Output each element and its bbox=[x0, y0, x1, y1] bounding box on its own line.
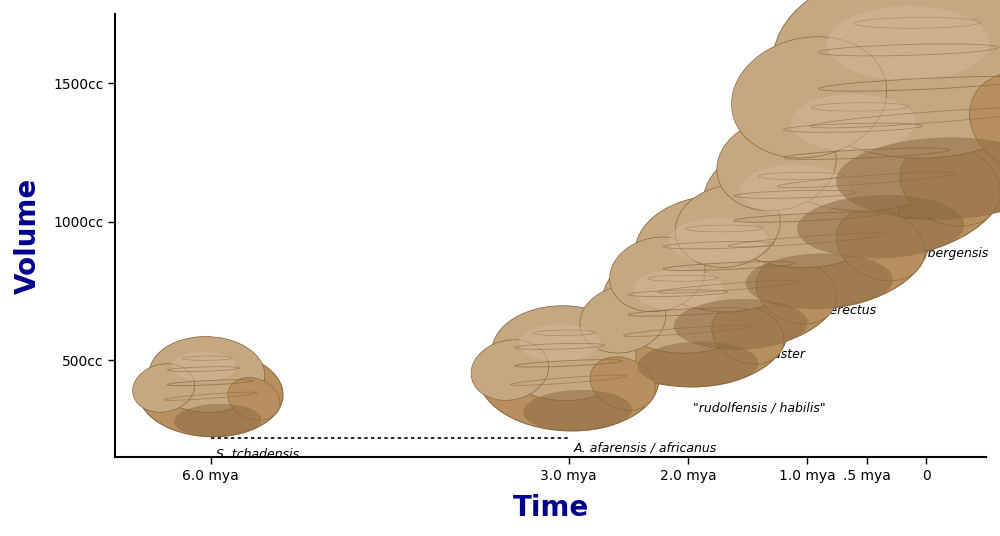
Text: H. ergaster: H. ergaster bbox=[735, 348, 805, 361]
Text: H. neanderthalensis/sapiens: H. neanderthalensis/sapiens bbox=[931, 201, 1000, 214]
Text: A. afarensis / africanus: A. afarensis / africanus bbox=[574, 442, 717, 455]
Text: H. heidelbergensis: H. heidelbergensis bbox=[872, 247, 988, 259]
Text: S. tchadensis: S. tchadensis bbox=[216, 449, 299, 461]
Y-axis label: Volume: Volume bbox=[14, 177, 42, 294]
X-axis label: Time: Time bbox=[513, 494, 589, 522]
Text: "rudolfensis / habilis": "rudolfensis / habilis" bbox=[693, 402, 825, 415]
Text: H. erectus: H. erectus bbox=[812, 303, 876, 317]
